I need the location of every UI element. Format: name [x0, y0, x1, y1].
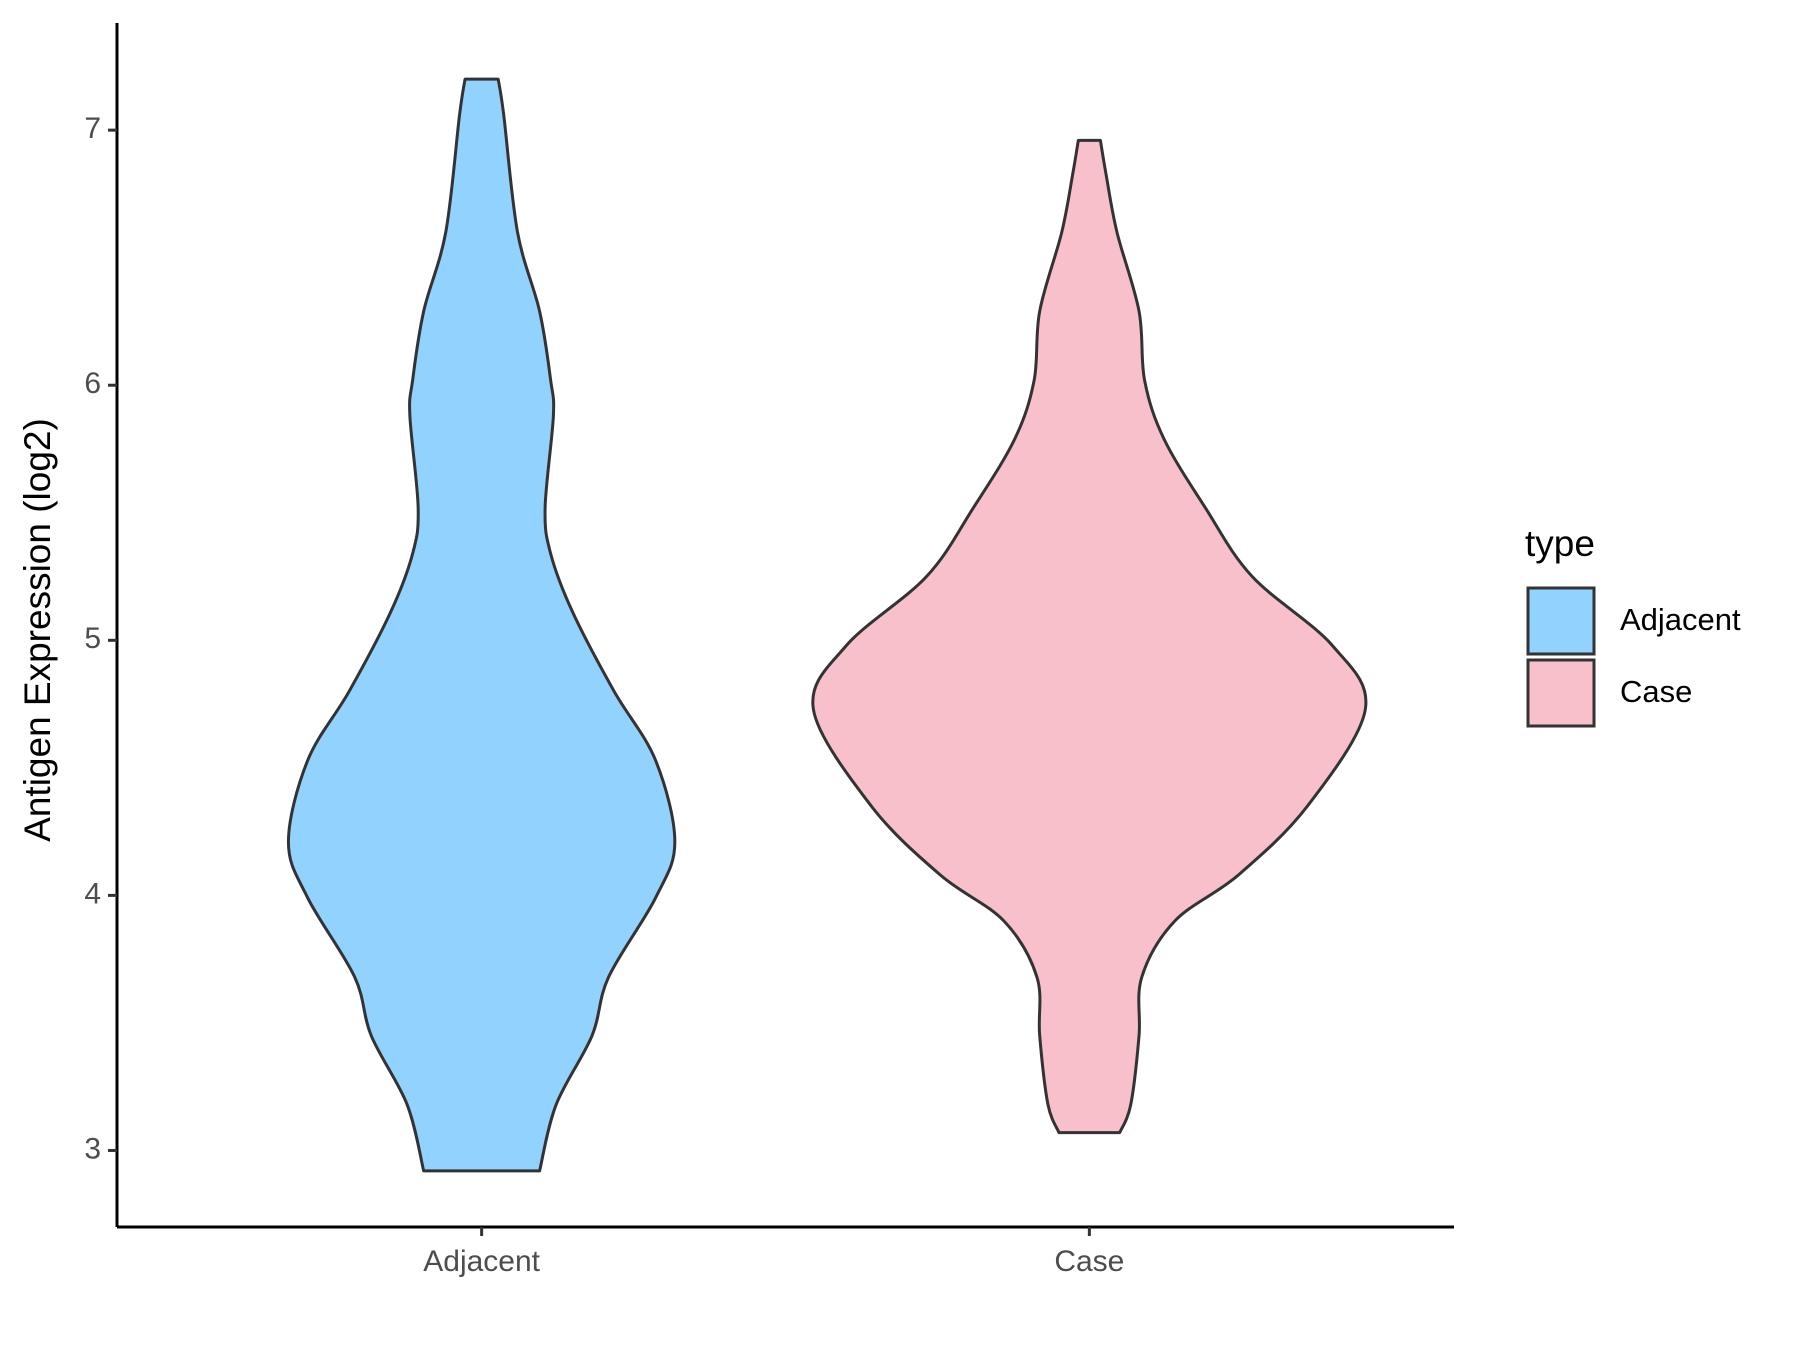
legend-key [1526, 586, 1596, 656]
x-tick-label: Case [1054, 1245, 1124, 1278]
y-axis-title: Antigen Expression (log2) [17, 418, 58, 842]
violin [286, 77, 677, 1173]
y-tick-label: 7 [84, 112, 101, 145]
legend-title: type [1525, 523, 1595, 564]
y-tick-label: 4 [84, 877, 101, 910]
y-tick-label: 5 [84, 622, 101, 655]
y-tick-label: 3 [84, 1132, 101, 1165]
legend-key [1526, 658, 1596, 728]
y-tick-label: 6 [84, 367, 101, 400]
x-tick-label: Adjacent [423, 1245, 540, 1278]
legend-label: Case [1620, 674, 1692, 709]
legend-label: Adjacent [1620, 602, 1741, 637]
violin [811, 138, 1368, 1135]
